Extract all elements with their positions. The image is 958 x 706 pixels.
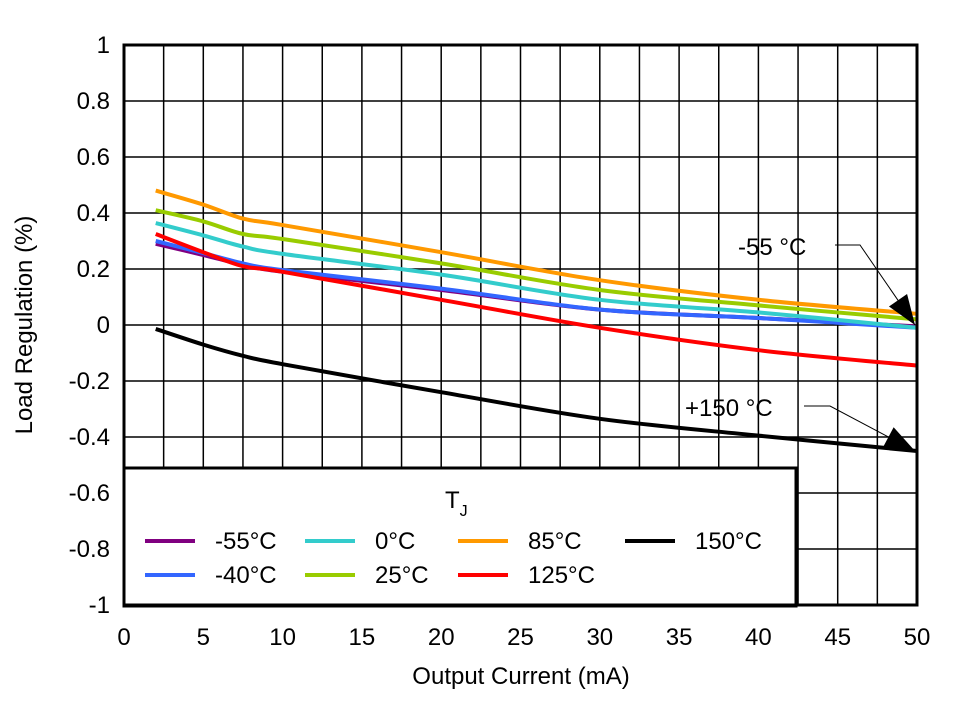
x-tick-label: 10 xyxy=(269,624,296,651)
series-line-150C xyxy=(155,327,918,453)
y-tick-label: 0.2 xyxy=(77,256,110,283)
legend-label: 85°C xyxy=(528,528,582,555)
series-lines xyxy=(155,188,918,453)
y-tick-label: -1 xyxy=(89,592,110,619)
legend-label: -55°C xyxy=(215,528,277,555)
y-tick-label: -0.8 xyxy=(69,536,110,563)
plot-frame xyxy=(122,43,919,607)
legend-box xyxy=(122,466,798,608)
legend-title: TJ xyxy=(445,487,468,520)
legend-title-subscript: J xyxy=(460,503,468,520)
series-line-125C xyxy=(155,232,918,368)
arrowhead-icon xyxy=(888,294,915,325)
x-tick-label: 20 xyxy=(428,624,455,651)
y-tick-label: -0.4 xyxy=(69,424,110,451)
series-line-0C xyxy=(155,221,918,330)
x-tick-label: 45 xyxy=(824,624,851,651)
x-tick-label: 5 xyxy=(197,624,210,651)
y-tick-label: 0.4 xyxy=(77,200,110,227)
annotation-plus150: +150 °C xyxy=(685,395,773,422)
annotation-leader-line xyxy=(835,244,916,326)
annotation-minus55: -55 °C xyxy=(738,234,806,261)
tick-labels: 0 5 10 15 20 25 30 35 40 45 50 1 0.8 0.6 0.4 0.2 0 -0.2 -0… xyxy=(69,32,931,651)
y-tick-label: 0.8 xyxy=(77,88,110,115)
x-tick-label: 40 xyxy=(745,624,772,651)
y-tick-label: -0.6 xyxy=(69,480,110,507)
y-tick-label: 0 xyxy=(97,312,110,339)
series-line-25C xyxy=(155,208,918,322)
x-tick-label: 35 xyxy=(666,624,693,651)
x-axis-label: Output Current (mA) xyxy=(412,663,629,690)
x-tick-label: 25 xyxy=(507,624,534,651)
legend-label: 150°C xyxy=(695,528,762,555)
y-tick-label: 0.6 xyxy=(77,144,110,171)
legend-label: 0°C xyxy=(375,528,415,555)
y-axis-label: Load Regulation (%) xyxy=(11,216,38,435)
arrowhead-icon xyxy=(883,427,915,451)
legend-label: -40°C xyxy=(215,562,277,589)
x-tick-label: 50 xyxy=(904,624,931,651)
annotation-leader-line xyxy=(804,405,916,452)
x-tick-label: 30 xyxy=(586,624,613,651)
x-tick-label: 0 xyxy=(117,624,130,651)
y-tick-label: 1 xyxy=(97,32,110,59)
legend: TJ -55°C -40°C 0°C 25°C 85°C 125°C 150°C xyxy=(122,466,798,608)
legend-label: 25°C xyxy=(375,562,429,589)
y-tick-label: -0.2 xyxy=(69,368,110,395)
series-line-85C xyxy=(155,188,918,316)
legend-label: 125°C xyxy=(528,562,595,589)
x-tick-label: 15 xyxy=(349,624,376,651)
annotations: -55 °C +150 °C xyxy=(685,234,916,452)
